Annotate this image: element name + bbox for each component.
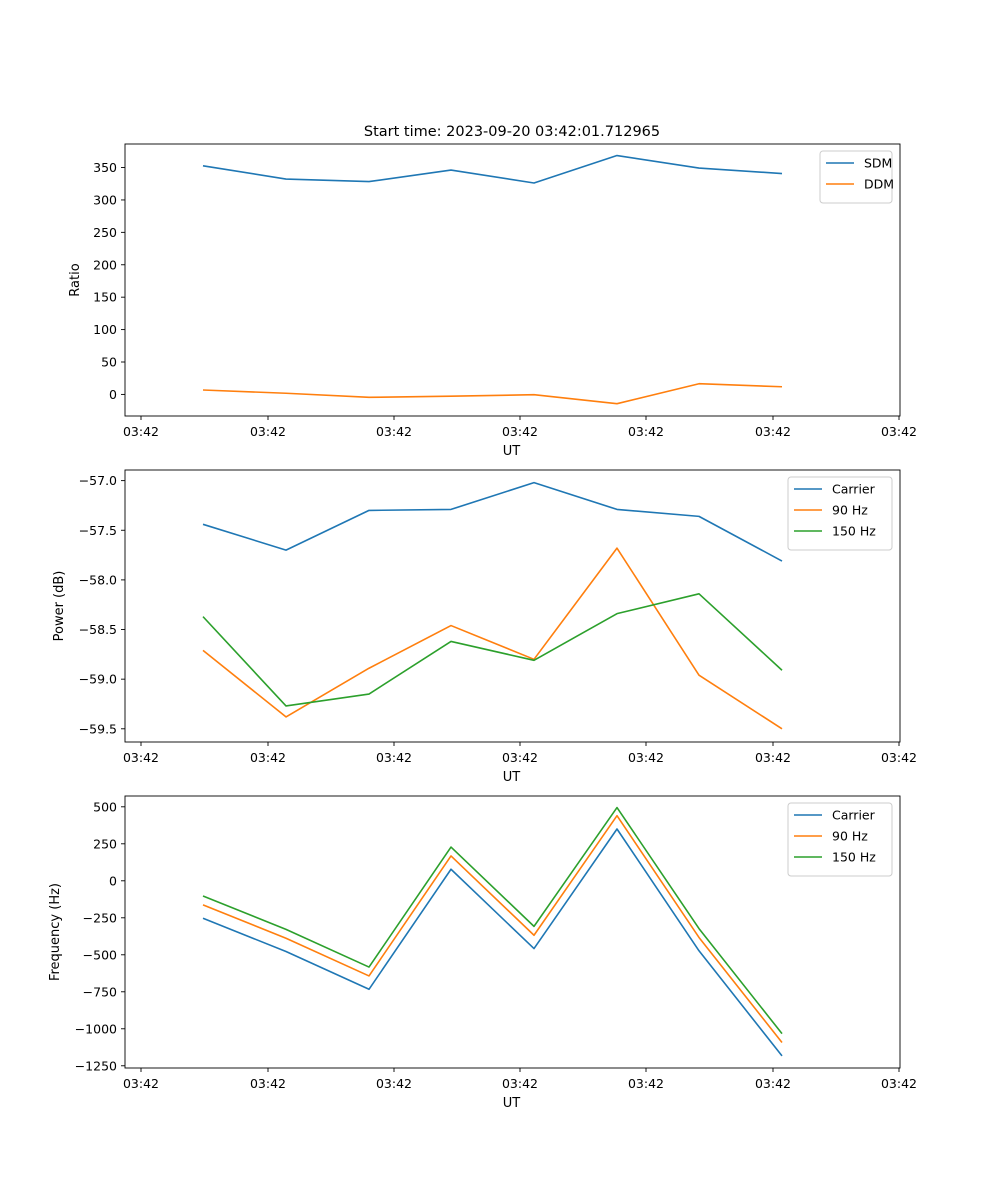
series-line-carrier <box>202 828 783 1057</box>
legend: Carrier 90 Hz 150 Hz <box>787 802 893 877</box>
x-tick-label: 03:42 <box>755 750 791 765</box>
series-line-90-hz <box>202 547 783 730</box>
series-line-150-hz <box>202 592 783 707</box>
series-line-ddm <box>202 382 783 405</box>
plots: 03:42 03:42 03:42 03:42 03:42 03:42 03:42 0 50 10… <box>48 143 917 1111</box>
axes-frame <box>124 795 901 1069</box>
x-axis-label: UT <box>503 444 521 459</box>
y-tick-label: −250 <box>83 910 117 925</box>
x-tick-label: 03:42 <box>881 750 917 765</box>
y-tick-label: 200 <box>93 257 117 272</box>
legend: SDM DDM <box>819 150 894 204</box>
x-tick-label: 03:42 <box>881 424 917 439</box>
legend-box <box>819 150 893 204</box>
y-tick-label: 150 <box>93 290 117 305</box>
legend-label: 90 Hz <box>832 829 868 844</box>
x-tick-label: 03:42 <box>628 750 664 765</box>
y-tick-label: −1250 <box>75 1058 117 1073</box>
y-tick-label: −750 <box>83 984 117 999</box>
x-tick-label: 03:42 <box>881 1076 917 1091</box>
legend-label: 150 Hz <box>832 850 876 865</box>
y-tick-label: 50 <box>101 355 117 370</box>
legend-label: Carrier <box>832 482 876 497</box>
y-tick-label: 100 <box>93 322 117 337</box>
x-tick-label: 03:42 <box>250 750 286 765</box>
ratio-chart: 03:42 03:42 03:42 03:42 03:42 03:42 03:42 0 50 10… <box>68 143 917 459</box>
x-tick-label: 03:42 <box>376 1076 412 1091</box>
x-tick-label: 03:42 <box>502 750 538 765</box>
legend-label: DDM <box>864 177 894 192</box>
series-line-sdm <box>202 154 783 184</box>
series-line-carrier <box>202 481 783 562</box>
y-tick-label: 0 <box>109 873 117 888</box>
y-tick-label: 500 <box>93 799 117 814</box>
x-tick-label: 03:42 <box>250 1076 286 1091</box>
legend-label: SDM <box>864 156 892 171</box>
x-tick-label: 03:42 <box>502 1076 538 1091</box>
y-tick-label: −59.0 <box>79 672 117 687</box>
axes-frame <box>124 469 901 743</box>
x-tick-label: 03:42 <box>250 424 286 439</box>
x-axis-label: UT <box>503 1096 521 1111</box>
y-tick-label: 350 <box>93 160 117 175</box>
x-axis-label: UT <box>503 770 521 785</box>
x-tick-label: 03:42 <box>376 424 412 439</box>
legend-label: 90 Hz <box>832 503 868 518</box>
x-tick-label: 03:42 <box>628 424 664 439</box>
y-tick-label: −1000 <box>75 1021 117 1036</box>
series-line-150-hz <box>202 806 783 1035</box>
y-tick-label: −500 <box>83 947 117 962</box>
x-tick-label: 03:42 <box>123 424 159 439</box>
legend-label: 150 Hz <box>832 524 876 539</box>
legend-label: Carrier <box>832 808 876 823</box>
y-tick-label: −58.5 <box>79 622 117 637</box>
y-tick-label: 250 <box>93 225 117 240</box>
x-tick-label: 03:42 <box>755 424 791 439</box>
legend: Carrier 90 Hz 150 Hz <box>787 476 893 551</box>
frequency-chart: 03:42 03:42 03:42 03:42 03:42 03:42 03:42 500 25… <box>48 795 917 1111</box>
x-tick-label: 03:42 <box>502 424 538 439</box>
y-axis-label: Ratio <box>68 263 83 296</box>
x-tick-label: 03:42 <box>123 750 159 765</box>
y-axis-label: Power (dB) <box>52 571 67 642</box>
series-line-90-hz <box>202 814 783 1044</box>
y-tick-label: −57.5 <box>79 523 117 538</box>
y-tick-label: −57.0 <box>79 473 117 488</box>
x-tick-label: 03:42 <box>628 1076 664 1091</box>
x-tick-label: 03:42 <box>123 1076 159 1091</box>
power-chart: 03:42 03:42 03:42 03:42 03:42 03:42 03:42 −57.0… <box>52 469 917 785</box>
y-tick-label: −59.5 <box>79 721 117 736</box>
axes-frame <box>124 143 901 417</box>
x-tick-label: 03:42 <box>376 750 412 765</box>
y-tick-label: 250 <box>93 836 117 851</box>
y-tick-label: −58.0 <box>79 572 117 587</box>
y-tick-label: 0 <box>109 387 117 402</box>
x-tick-label: 03:42 <box>755 1076 791 1091</box>
y-axis-label: Frequency (Hz) <box>48 883 63 981</box>
figure-title: Start time: 2023-09-20 03:42:01.712965 <box>364 124 660 140</box>
y-tick-label: 300 <box>93 192 117 207</box>
